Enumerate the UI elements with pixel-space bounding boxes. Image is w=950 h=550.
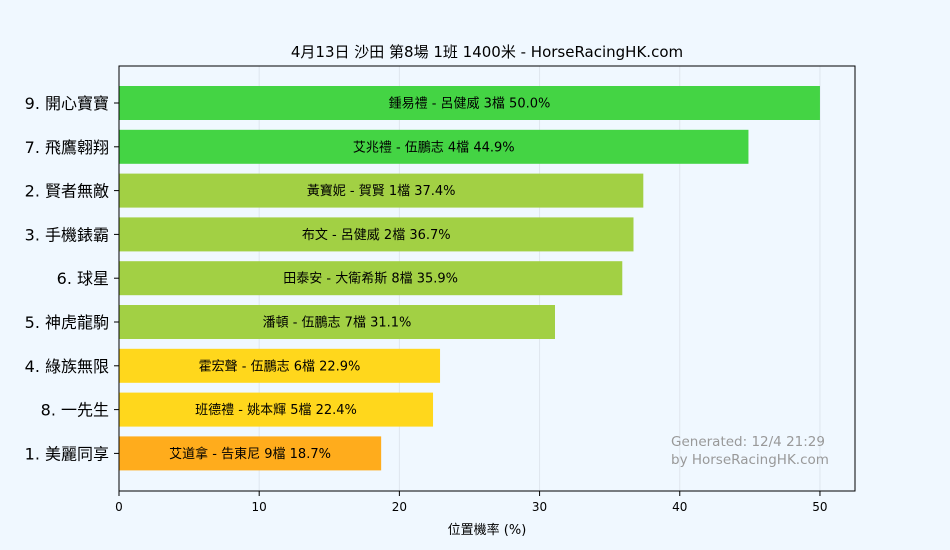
watermark-line-1: Generated: 12/4 21:29 (671, 434, 825, 450)
bar-value-label: 潘頓 - 伍鵬志 7檔 31.1% (263, 316, 412, 331)
bar-value-label: 田泰安 - 大衛希斯 8檔 35.9% (283, 272, 458, 287)
bar-value-label: 黃寶妮 - 賀賢 1檔 37.4% (307, 183, 456, 199)
bar-value-label: 布文 - 呂健威 2檔 36.7% (302, 228, 451, 243)
bar (119, 261, 623, 296)
bar (119, 348, 441, 383)
bar (119, 173, 644, 208)
y-category-label: 2. 賢者無敵 (25, 182, 109, 201)
bar-value-label: 霍宏聲 - 伍鵬志 6檔 22.9% (199, 358, 361, 374)
y-category-label: 3. 手機錶霸 (25, 225, 109, 244)
bar (119, 217, 634, 252)
y-category-label: 7. 飛鷹翱翔 (25, 138, 109, 157)
y-category-label: 5. 神虎龍駒 (25, 313, 109, 332)
x-tick-label: 40 (672, 500, 687, 514)
y-category-label: 8. 一先生 (41, 401, 109, 420)
bar (119, 86, 820, 120)
bar (119, 436, 382, 471)
x-axis-label: 位置機率 (%) (448, 522, 527, 538)
bar (119, 392, 434, 427)
y-category-label: 4. 綠族無限 (25, 357, 109, 376)
y-category-label: 9. 開心寶寶 (25, 94, 109, 113)
y-category-label: 6. 球星 (57, 269, 109, 288)
x-tick-label: 10 (252, 500, 267, 514)
bar-value-label: 艾兆禮 - 伍鵬志 4檔 44.9% (353, 140, 515, 155)
bar (119, 305, 555, 339)
chart-title: 4月13日 沙田 第8場 1班 1400米 - HorseRacingHK.co… (291, 43, 683, 61)
bar-value-label: 鍾易禮 - 呂健威 3檔 50.0% (389, 97, 551, 112)
bar-value-label: 班德禮 - 姚本輝 5檔 22.4% (195, 403, 357, 418)
x-tick-label: 50 (812, 500, 827, 514)
x-tick-label: 0 (115, 500, 123, 514)
plot-frame (118, 65, 856, 492)
bar-value-label: 艾道拿 - 告東尼 9檔 18.7% (169, 446, 331, 462)
x-axis: 0 10 20 30 40 50 (115, 491, 828, 514)
watermark-line-2: by HorseRacingHK.com (671, 452, 829, 468)
x-tick-label: 30 (532, 500, 547, 514)
bar (119, 129, 749, 164)
y-category-label: 1. 美麗同享 (25, 444, 109, 463)
x-tick-label: 20 (392, 500, 407, 514)
